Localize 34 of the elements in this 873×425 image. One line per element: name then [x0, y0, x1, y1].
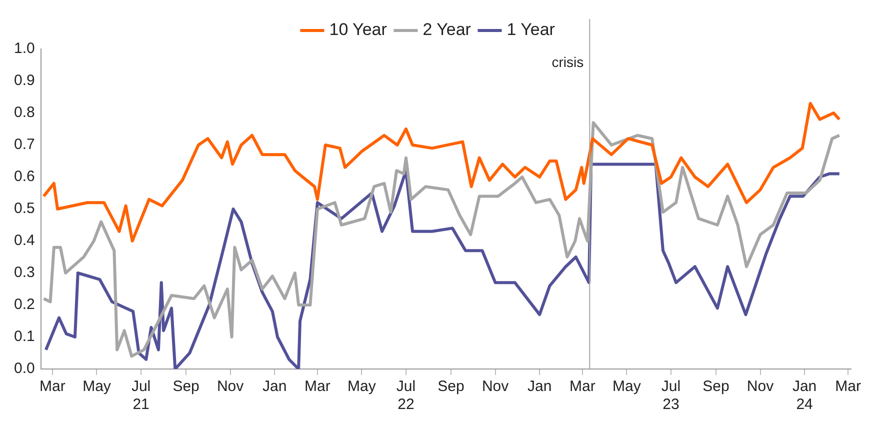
- y-tick-label: 0.3: [14, 264, 35, 282]
- y-tick-label: 0.0: [14, 360, 35, 378]
- y-tick-label: 0.4: [14, 232, 35, 250]
- x-tick-label: Mar: [835, 378, 862, 396]
- legend-label: 2 Year: [422, 20, 472, 40]
- y-tick-label: 0.6: [14, 168, 35, 186]
- legend-label: 1 Year: [506, 20, 556, 40]
- y-tick-label: 1.0: [14, 40, 35, 58]
- legend-label: 10 Year: [329, 20, 388, 40]
- x-tick-label: Mar: [569, 378, 596, 396]
- y-tick-label: 0.8: [14, 104, 35, 122]
- y-tick-label: 0.9: [14, 72, 35, 90]
- x-tick-label: Jul 23: [661, 378, 681, 414]
- x-tick-label: May: [348, 378, 376, 396]
- x-tick-label: Jan 24: [792, 378, 817, 414]
- x-tick-label: Jan: [527, 378, 552, 396]
- x-tick-label: Sep: [438, 378, 464, 396]
- x-tick-label: May: [612, 378, 642, 396]
- x-tick-label: Jul 21: [131, 378, 151, 414]
- x-tick-label: Nov: [746, 378, 774, 396]
- y-tick-label: 0.1: [14, 328, 35, 346]
- x-tick-label: May: [82, 378, 112, 396]
- ref-line-label: crisis: [552, 54, 584, 70]
- x-tick-label: Mar: [304, 378, 330, 396]
- x-tick-label: Jan: [262, 378, 287, 396]
- x-tick-label: Nov: [482, 378, 510, 396]
- x-tick-label: Jul 22: [396, 378, 416, 414]
- y-tick-label: 0.5: [14, 200, 35, 218]
- x-tick-label: Mar: [40, 378, 66, 396]
- x-tick-label: Sep: [172, 378, 200, 396]
- x-tick-label: Nov: [216, 378, 244, 396]
- y-tick-label: 0.7: [14, 136, 35, 154]
- y-tick-label: 0.2: [14, 296, 35, 314]
- x-tick-label: Sep: [702, 378, 730, 396]
